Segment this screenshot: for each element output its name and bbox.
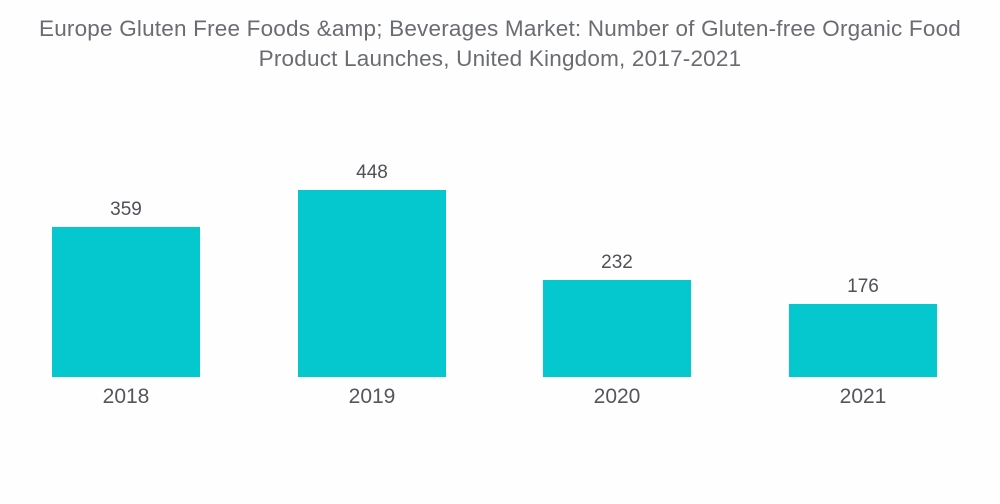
year-label-2019: 2019 xyxy=(348,385,396,408)
value-label-2020: 232 xyxy=(601,252,633,273)
bar-2020 xyxy=(543,280,691,377)
bar-2021 xyxy=(789,304,937,377)
bar-2019 xyxy=(298,190,446,377)
year-label-2020: 2020 xyxy=(593,385,641,408)
chart-title-line2: Product Launches, United Kingdom, 2017-2… xyxy=(258,46,742,71)
value-label-2021: 176 xyxy=(847,276,879,297)
year-label-2021: 2021 xyxy=(839,385,887,408)
chart-title: Europe Gluten Free Foods &amp; Beverages… xyxy=(0,14,1000,74)
year-label-2018: 2018 xyxy=(102,385,150,408)
chart-title-line1: Europe Gluten Free Foods &amp; Beverages… xyxy=(38,16,962,41)
bar-2018 xyxy=(52,227,200,377)
value-label-2018: 359 xyxy=(110,199,142,220)
value-label-2019: 448 xyxy=(356,162,388,183)
